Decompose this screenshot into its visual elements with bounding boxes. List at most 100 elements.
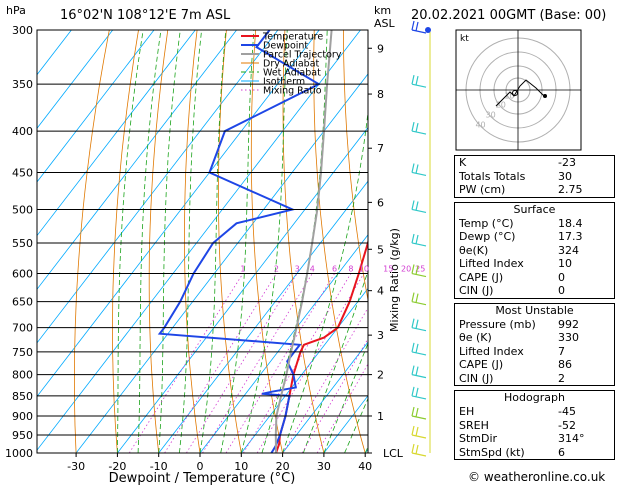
mixing-ratio-line — [202, 273, 313, 453]
hodograph-ring-label: 20 — [496, 100, 506, 109]
isotherm-line — [37, 30, 114, 129]
index-row: StmDir 314° — [459, 432, 585, 445]
pressure-tick-label: 750 — [12, 346, 33, 359]
pressure-tick-label: 650 — [12, 296, 33, 309]
x-axis-title: Dewpoint / Temperature (°C) — [109, 471, 296, 486]
isotherm-line — [282, 341, 368, 453]
section-title: Surface — [513, 202, 556, 216]
pressure-tick-label: 400 — [12, 125, 33, 138]
wind-barb — [411, 386, 427, 400]
storm-motion-marker — [512, 90, 518, 96]
legend-label: Dry Adiabat — [263, 59, 320, 70]
wind-barb — [411, 443, 427, 457]
pressure-tick-label: 450 — [12, 166, 33, 179]
isotherm-line — [37, 30, 361, 451]
temp-tick-label: 0 — [197, 460, 204, 473]
wet-adiabat — [158, 30, 181, 453]
pressure-tick-label: 350 — [12, 78, 33, 91]
km-tick-label: 9 — [377, 42, 384, 55]
pressure-tick-label: 900 — [12, 410, 33, 423]
index-row: Temp (°C) 18.4 — [459, 216, 583, 230]
pressure-tick-label: 950 — [12, 429, 33, 442]
hodograph-endpoint — [543, 94, 547, 98]
legend-label: Dewpoint — [263, 41, 308, 52]
dry-adiabat — [343, 30, 368, 303]
plot-frame — [36, 29, 369, 454]
mixing-ratio-label: 4 — [310, 265, 315, 274]
wind-barb — [411, 342, 427, 356]
km-tick-label: 5 — [377, 243, 384, 256]
isotherm-line — [37, 30, 320, 398]
wind-barb — [411, 264, 427, 278]
mixing-ratio-line — [243, 273, 352, 453]
section-title: Hodograph — [504, 391, 565, 404]
index-row: Dewp (°C) 17.3 — [459, 230, 583, 243]
legend-label: Isotherm — [263, 77, 305, 88]
legend-label: Parcel Trajectory — [263, 50, 342, 61]
km-tick-label: 7 — [377, 142, 384, 155]
mixing-ratio-label: 15 — [383, 265, 393, 274]
dry-adiabat — [74, 30, 110, 453]
isotherm-line — [117, 126, 368, 453]
dewpoint-curve — [157, 30, 321, 453]
wet-adiabat — [117, 30, 144, 453]
indices-table: K -23 Totals Totals 30 PW (cm) 2.75 Surface… — [454, 155, 615, 464]
index-row: SREH -52 — [459, 418, 576, 432]
pressure-tick-label: 500 — [12, 203, 33, 216]
km-tick-label: 2 — [377, 369, 384, 382]
station-location: 16°02'N 108°12'E 7m ASL — [60, 8, 231, 23]
hodograph-ring-label: 40 — [475, 120, 485, 129]
pressure-tick-label: 800 — [12, 369, 33, 382]
wet-adiabat — [178, 30, 202, 453]
isotherm-line — [37, 30, 72, 76]
km-tick-label: 8 — [377, 88, 384, 101]
km-tick-label: 6 — [377, 196, 384, 209]
temp-tick-label: 20 — [276, 460, 290, 473]
index-row: CIN (J) 2 — [459, 371, 565, 385]
run-datetime: 20.02.2021 00GMT (Base: 00) — [411, 8, 607, 23]
index-row: EH -45 — [459, 405, 576, 418]
temp-tick-label: -10 — [150, 460, 168, 473]
pressure-tick-label: 600 — [12, 268, 33, 281]
temp-tick-label: -30 — [67, 460, 85, 473]
copyright-footer: © weatheronline.co.uk — [468, 470, 606, 484]
index-row: StmSpd (kt) 6 — [459, 445, 565, 459]
index-row: Lifted Index 10 — [459, 257, 572, 270]
mixing-ratio-label: 2 — [274, 265, 279, 274]
wet-adiabat — [137, 30, 162, 453]
mixing-ratio-label: 25 — [415, 265, 425, 274]
wind-barb — [411, 20, 427, 34]
hodograph-ring-label: 30 — [486, 110, 496, 119]
index-row: CAPE (J) 0 — [459, 270, 565, 284]
wind-top-marker — [425, 27, 431, 33]
temp-tick-label: 40 — [358, 460, 372, 473]
isotherm-line — [37, 30, 155, 183]
index-row: θe(K) 324 — [459, 243, 579, 257]
km-tick-label: 3 — [377, 329, 384, 342]
isotherm-line — [75, 73, 368, 453]
pressure-tick-label: 550 — [12, 237, 33, 250]
temp-tick-label: 10 — [234, 460, 248, 473]
mixing-ratio-label: 8 — [348, 265, 353, 274]
pressure-axis-title: hPa — [6, 4, 26, 17]
wet-adiabat — [199, 30, 227, 453]
wind-barb — [411, 200, 427, 214]
hodograph-unit-label: kt — [460, 34, 469, 44]
km-axis-title: km — [374, 4, 391, 17]
mixing-ratio-line — [256, 273, 365, 453]
mixing-ratio-axis-title: Mixing Ratio (g/kg) — [388, 228, 401, 332]
isotherm-line — [37, 30, 237, 290]
mixing-ratio-line — [225, 273, 335, 453]
hodograph-block: Hodograph EH -45 SREH -52 StmDir 314° StmSp… — [454, 390, 615, 460]
most-unstable-block: Most Unstable Pressure (mb) 992 θe (K) 330… — [454, 302, 615, 386]
isotherm-line — [199, 234, 368, 453]
indices-top-block: K -23 Totals Totals 30 PW (cm) 2.75 — [454, 155, 615, 198]
index-row: Totals Totals 30 — [459, 169, 572, 183]
km-tick-label: LCL — [383, 447, 404, 460]
index-row: Lifted Index 7 — [459, 344, 565, 358]
km-tick-label: 1 — [377, 410, 384, 423]
mixing-ratio-label: 20 — [401, 265, 411, 274]
mixing-ratio-label: 3 — [295, 265, 300, 274]
legend-label: Wet Adiabat — [263, 68, 321, 79]
